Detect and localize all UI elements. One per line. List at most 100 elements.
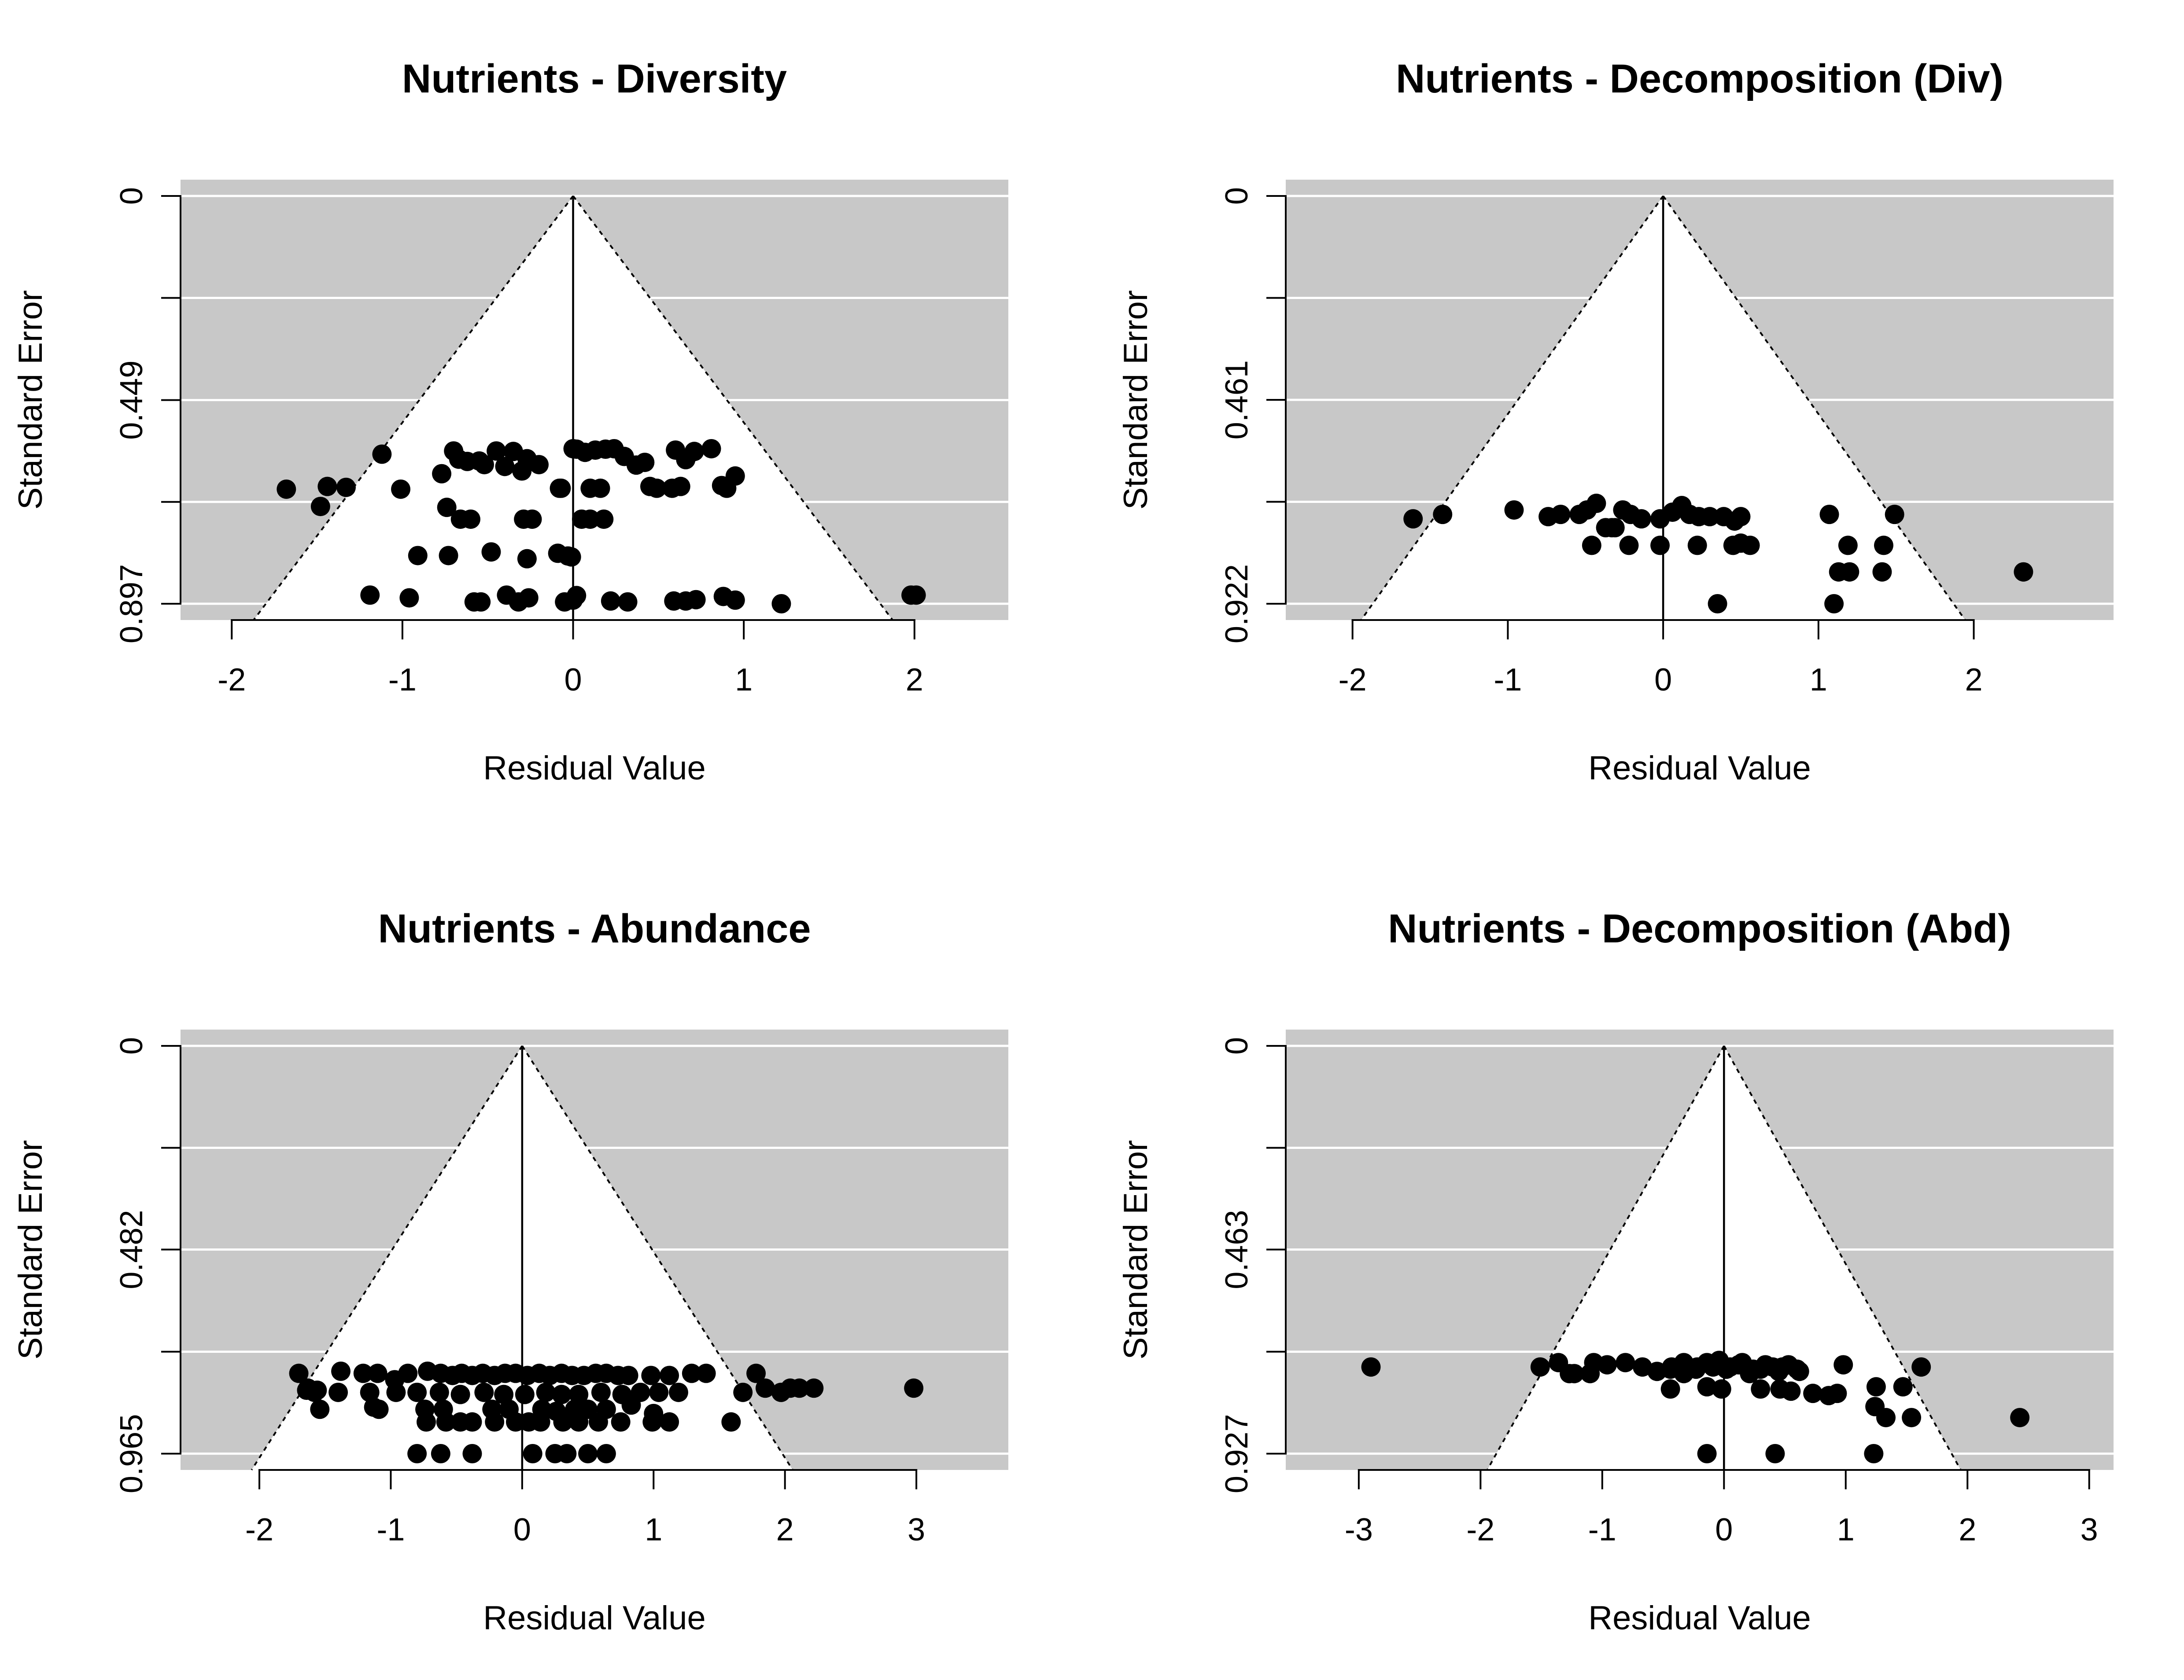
data-point [771,594,791,613]
x-tick-label: 2 [1965,662,1983,698]
data-point [353,1363,373,1383]
y-tick-label: 0.463 [1219,1210,1254,1289]
data-point [660,1366,679,1385]
chart-panel: 0 0.449 0.897 -2 -1 0 1 2 Nutrients - Diversity R… [12,56,1008,787]
data-point [1787,1359,1807,1379]
data-point [531,1412,550,1432]
data-point [771,1382,791,1402]
data-point [789,1378,809,1398]
data-point [437,498,457,517]
data-point [439,546,458,565]
data-point [386,1382,406,1402]
data-point [277,479,296,499]
data-point [462,1412,482,1432]
data-point [1530,1357,1550,1377]
data-point [578,1444,598,1463]
data-point [1765,1444,1785,1463]
x-tick-label: -2 [1466,1512,1494,1547]
x-tick-label: 0 [564,662,582,698]
data-point [755,1378,775,1398]
data-point [1819,505,1839,524]
data-point [906,585,926,605]
x-tick-label: -3 [1345,1512,1373,1547]
data-point [494,1385,514,1404]
data-point [1616,1353,1635,1373]
data-point [407,1382,427,1402]
data-point [1582,535,1601,555]
data-point [407,1444,427,1463]
data-point [515,1385,535,1404]
y-tick-label: 0.449 [114,360,149,439]
data-point [495,457,515,476]
data-point [1551,505,1571,524]
data-point [372,444,392,464]
data-point [485,1412,505,1432]
data-point [1824,594,1844,613]
data-point [701,439,721,458]
data-point [686,590,706,609]
x-tick-label: 0 [1715,1512,1733,1547]
data-point [1838,535,1858,555]
chart-panel: 0 0.461 0.922 -2 -1 0 1 2 Nutrients - Decomposit… [1117,56,2114,787]
data-point [1700,507,1719,527]
data-point [1751,1379,1771,1399]
data-point [596,1444,616,1463]
x-tick-label: 1 [645,1512,662,1547]
data-point [487,441,506,461]
x-tick-label: 2 [776,1512,794,1547]
data-point [696,1363,716,1383]
data-point [317,476,337,496]
data-point [1781,1381,1801,1401]
data-point [305,1382,325,1402]
data-point [1631,509,1651,529]
y-tick-label: 0.897 [114,564,149,643]
data-point [1586,494,1606,513]
data-point [588,1412,608,1432]
data-point [904,1378,924,1398]
data-point [1697,1444,1717,1463]
data-point [471,592,491,612]
data-point [1834,1355,1853,1375]
x-axis-label: Residual Value [1588,750,1811,787]
data-point [369,1399,389,1419]
data-point [310,1399,330,1419]
data-point [601,591,620,611]
data-point [1602,518,1622,538]
data-point [310,497,330,517]
y-tick-label: 0 [1219,1037,1254,1055]
data-point [1660,1379,1680,1399]
chart-title: Nutrients - Decomposition (Abd) [1388,906,2011,951]
y-tick-label: 0.965 [114,1414,149,1493]
data-point [611,1412,631,1432]
data-point [682,1363,701,1383]
data-point [519,588,539,608]
data-point [368,1363,387,1383]
data-point [398,1363,418,1383]
data-point [1504,500,1524,520]
y-tick-label: 0 [1219,187,1254,205]
data-point [553,1412,573,1432]
funnel-left-bound [1486,1045,1725,1470]
data-point [450,1385,470,1404]
data-point [551,478,571,498]
funnel-right-bound [1723,1045,1962,1470]
chart-title: Nutrients - Decomposition (Div) [1396,56,2003,101]
y-tick-label: 0.927 [1219,1414,1254,1493]
y-axis-label: Standard Error [12,1140,49,1359]
data-point [1893,1377,1913,1397]
data-point [536,1382,556,1402]
data-point [1633,1357,1653,1377]
data-point [1708,594,1727,613]
data-point [462,1444,482,1463]
y-tick-label: 0 [114,187,149,205]
data-point [1876,1408,1896,1428]
x-axis-label: Residual Value [1588,1599,1811,1637]
data-point [417,1412,436,1432]
data-point [1403,509,1423,529]
chart-panel: 0 0.463 0.927 -3 -2 -1 0 1 2 3 Nutrients - Decompo… [1117,906,2114,1637]
data-point [640,476,660,496]
data-point [618,592,638,612]
chart-title: Nutrients - Diversity [402,56,787,101]
x-tick-label: -1 [388,662,417,698]
